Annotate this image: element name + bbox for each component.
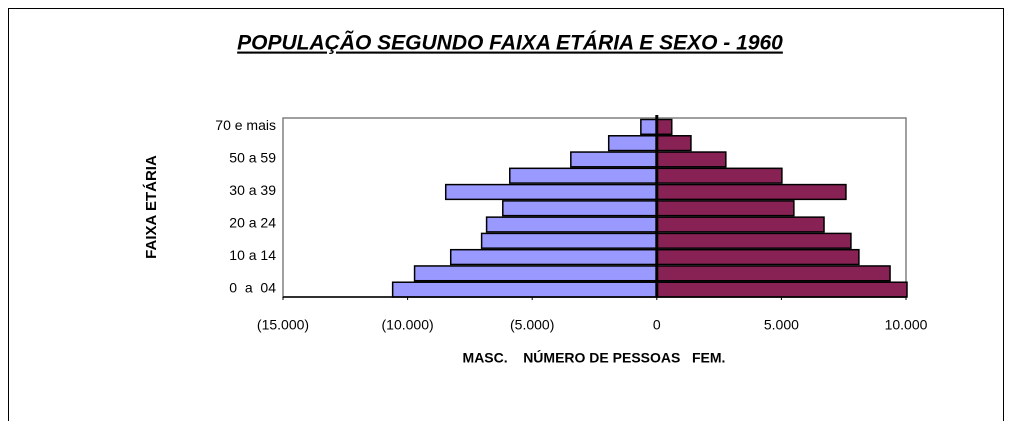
bar: [656, 232, 852, 249]
y-tick-label: 30 a 39: [229, 182, 276, 198]
bar: [656, 281, 908, 298]
chart-title: POPULAÇÃO SEGUNDO FAIXA ETÁRIA E SEXO - …: [237, 32, 783, 55]
bar: [502, 200, 658, 217]
x-tick-label: (5.000): [510, 317, 554, 333]
y-axis-title: FAIXA ETÁRIA: [143, 155, 160, 259]
bar: [656, 248, 860, 266]
bar: [413, 265, 658, 282]
bar: [509, 167, 658, 184]
y-tick-label: 20 a 24: [229, 214, 276, 230]
bar: [570, 151, 658, 168]
bar: [480, 232, 658, 249]
x-tick-label: (15.000): [257, 317, 309, 333]
x-tick-label: 0: [653, 317, 661, 333]
bar: [656, 135, 692, 152]
bar: [656, 151, 727, 168]
bar: [656, 167, 783, 184]
x-tick-label: (10.000): [382, 317, 434, 333]
bar: [656, 118, 673, 136]
x-axis-title: MASC. NÚMERO DE PESSOAS FEM.: [463, 349, 726, 366]
bar: [444, 183, 658, 201]
bar: [607, 135, 658, 152]
bar: [656, 216, 825, 233]
bar: [656, 200, 795, 217]
y-tick-label: 70 e mais: [215, 117, 276, 133]
x-tick-label: 5.000: [764, 317, 799, 333]
bar: [449, 248, 658, 266]
bar: [656, 265, 891, 282]
y-tick-label: 50 a 59: [229, 149, 276, 165]
bar: [485, 216, 658, 233]
bar: [656, 183, 847, 201]
y-tick-label: 10 a 14: [229, 247, 276, 263]
y-tick-label: 0 a 04: [229, 280, 276, 296]
bar: [640, 118, 658, 136]
x-tick-label: 10.000: [885, 317, 928, 333]
bar: [391, 281, 658, 298]
frame: [8, 8, 1004, 426]
